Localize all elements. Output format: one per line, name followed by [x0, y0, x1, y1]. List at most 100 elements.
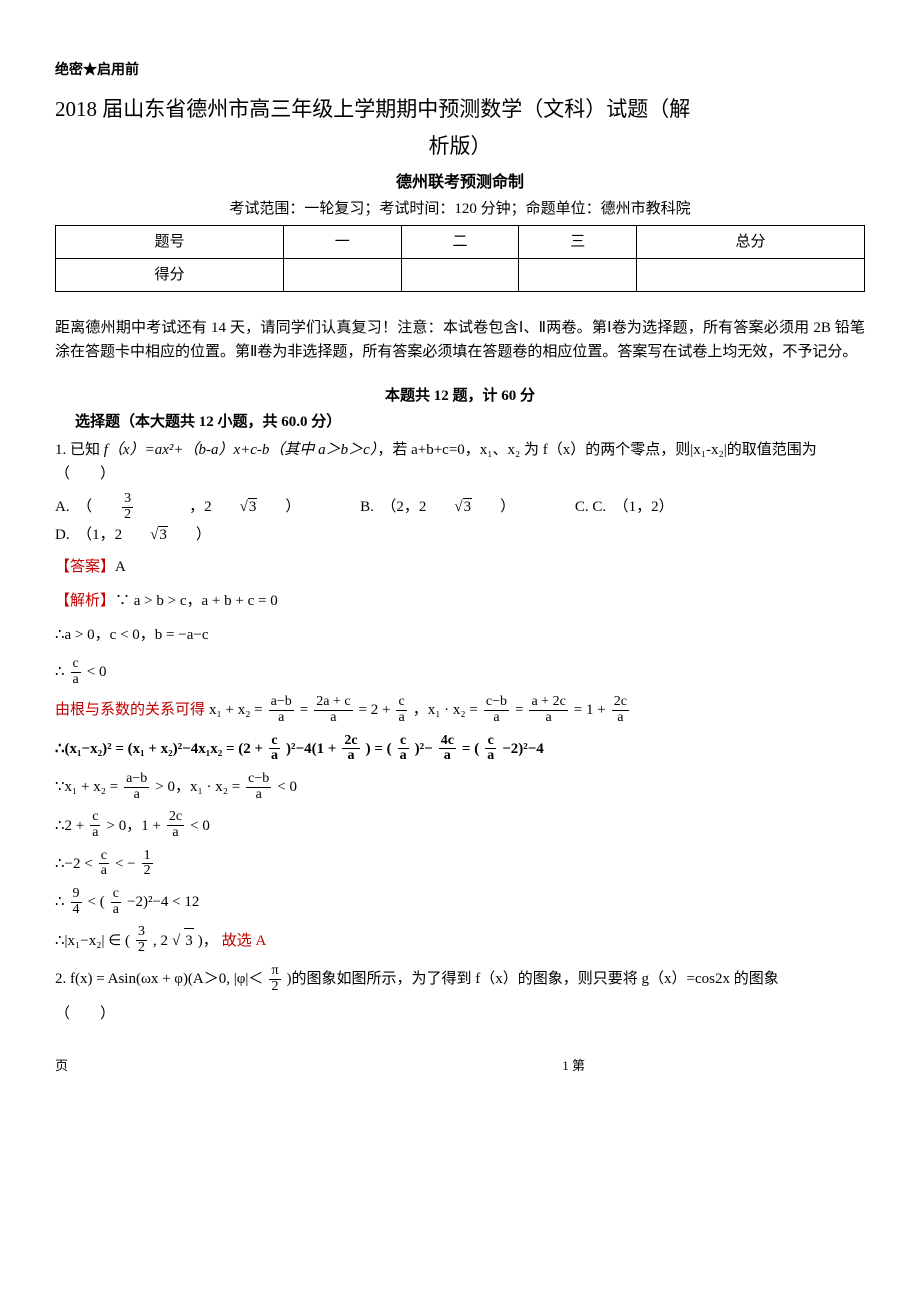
- math-text: =: [515, 698, 523, 722]
- fraction-icon: 2a + ca: [314, 695, 352, 725]
- opt-a-close: ）: [285, 499, 300, 515]
- answer-value: A: [115, 559, 126, 575]
- q1-formula: f（x）=ax²+（b-a）x+c-b（其中 a＞b＞c）: [104, 442, 378, 458]
- td-blank: [401, 259, 519, 292]
- exam-subtitle: 德州联考预测命制: [55, 170, 865, 196]
- math-text: , 2: [153, 929, 168, 953]
- math-text: < 0: [190, 814, 210, 838]
- fraction-icon: 32: [136, 925, 147, 955]
- fraction-icon: 12: [142, 849, 153, 879]
- fraction-icon: 4ca: [439, 734, 456, 764]
- option-a: A. （32，2√3）: [55, 499, 332, 515]
- answer-label: 【答案】: [55, 559, 115, 575]
- fraction-icon: ca: [71, 657, 81, 687]
- math-line: 由根与系数的关系可得 x₁ + x₂ = a−ba = 2a + ca = 2 …: [55, 695, 865, 725]
- opt-d-close: ）: [196, 527, 211, 543]
- th-total: 总分: [637, 226, 865, 259]
- fraction-icon: ca: [90, 810, 100, 840]
- score-table: 题号 一 二 三 总分 得分: [55, 225, 865, 292]
- fraction-icon: 2ca: [612, 695, 629, 725]
- math-text: < 0: [87, 660, 107, 684]
- math-text: ∴|x₁−x₂| ∈ (: [55, 929, 130, 953]
- math-text: < 0: [277, 775, 297, 799]
- math-text: ∴(x₁−x₂)² = (x₁ + x₂)²−4x₁x₂ = (2 +: [55, 737, 263, 761]
- math-text: )²−: [415, 737, 433, 761]
- math-text: = 2 +: [359, 698, 391, 722]
- td-blank: [637, 259, 865, 292]
- th-label: 题号: [56, 226, 284, 259]
- math-text: ∴−2 <: [55, 852, 93, 876]
- math-text: > 0，1 +: [106, 814, 160, 838]
- question-1: 1. 已知 f（x）=ax²+（b-a）x+c-b（其中 a＞b＞c），若 a+…: [55, 438, 865, 486]
- math-text: −2)²−4 < 12: [127, 890, 199, 914]
- option-c: C. C. （1，2）: [575, 499, 674, 515]
- math-line: ∴2 + ca > 0，1 + 2ca < 0: [55, 810, 865, 840]
- math-text: ∴: [55, 660, 65, 684]
- option-d: D. （1，2√3）: [55, 527, 239, 543]
- answer-block: 【答案】A: [55, 555, 865, 579]
- th-col3: 三: [519, 226, 637, 259]
- fraction-icon: ca: [269, 734, 280, 764]
- math-text-red: 故选 A: [222, 929, 267, 953]
- q2-stem-a: 2. f(x) = Asin(ωx + φ)(A＞0, |φ|＜: [55, 967, 263, 991]
- math-text: ∴: [55, 890, 65, 914]
- exam-range: 考试范围：一轮复习；考试时间：120 分钟；命题单位：德州市教科院: [55, 197, 865, 221]
- math-text: = (: [462, 737, 479, 761]
- opt-a-mid: ，2: [189, 499, 212, 515]
- confidential-marker: 绝密★启用前: [55, 60, 865, 82]
- math-line: ∴ ca < 0: [55, 657, 865, 687]
- footer-left: 页: [55, 1056, 68, 1077]
- math-text: −2)²−4: [502, 737, 544, 761]
- q1-mid: ，若: [377, 442, 411, 458]
- math-line: ∴ 94 < ( ca −2)²−4 < 12: [55, 887, 865, 917]
- q2-stem-c: （ ）: [55, 1002, 865, 1026]
- math-line: ∵x₁ + x₂ = a−ba > 0，x₁ · x₂ = c−ba < 0: [55, 772, 865, 802]
- math-line: ∴−2 < ca < − 12: [55, 849, 865, 879]
- page-footer: 页 1 第: [55, 1056, 865, 1077]
- footer-right: 1 第: [562, 1056, 585, 1077]
- math-text: ∵x₁ + x₂ =: [55, 775, 118, 799]
- td-label: 得分: [56, 259, 284, 292]
- math-text: ∵ a > b > c，a + b + c = 0: [115, 593, 278, 609]
- analysis-line: 【解析】∵ a > b > c，a + b + c = 0: [55, 589, 865, 613]
- q2-stem-b: )的图象如图所示，为了得到 f（x）的图象，则只要将 g（x）=cos2x 的图…: [287, 967, 779, 991]
- opt-a-label: A. （: [55, 499, 92, 515]
- fraction-icon: 2ca: [342, 734, 359, 764]
- q1-options: A. （32，2√3） B. （2，2√3） C. C. （1，2） D. （1…: [55, 492, 865, 546]
- exam-title-line2: 析版）: [55, 130, 865, 164]
- fraction-icon: a−ba: [269, 695, 294, 725]
- math-text: > 0，x₁ · x₂ =: [155, 775, 240, 799]
- fraction-icon: ca: [396, 695, 406, 725]
- table-row: 题号 一 二 三 总分: [56, 226, 865, 259]
- section-subheader: 选择题（本大题共 12 小题，共 60.0 分）: [75, 410, 865, 434]
- question-2: 2. f(x) = Asin(ωx + φ)(A＞0, |φ|＜ π2 )的图象…: [55, 964, 865, 994]
- q1-stem-prefix: 1. 已知: [55, 442, 104, 458]
- fraction-icon: ca: [398, 734, 409, 764]
- opt-b-close: ）: [500, 499, 515, 515]
- section-header: 本题共 12 题，计 60 分: [55, 384, 865, 408]
- math-text: < (: [88, 890, 105, 914]
- option-b: B. （2，2√3）: [360, 499, 547, 515]
- math-text: =: [300, 698, 308, 722]
- fraction-icon: 32: [122, 492, 161, 522]
- math-line: ∴a > 0，c < 0，b = −a−c: [55, 623, 865, 647]
- math-line: ∴|x₁−x₂| ∈ ( 32 , 2√3 )， 故选 A: [55, 925, 865, 955]
- math-text-red: 由根与系数的关系可得: [55, 698, 205, 722]
- math-text: x₁ + x₂ =: [209, 698, 263, 722]
- math-line: ∴(x₁−x₂)² = (x₁ + x₂)²−4x₁x₂ = (2 + ca )…: [55, 734, 865, 764]
- math-text: ∴2 +: [55, 814, 84, 838]
- math-text: ) = (: [366, 737, 392, 761]
- math-text: )，: [198, 929, 218, 953]
- fraction-icon: 94: [71, 887, 82, 917]
- fraction-icon: 2ca: [167, 810, 184, 840]
- opt-b-label: B. （2，2: [360, 499, 426, 515]
- exam-title-line1: 2018 届山东省德州市高三年级上学期期中预测数学（文科）试题（解: [55, 90, 865, 130]
- fraction-icon: c−ba: [484, 695, 509, 725]
- fraction-icon: ca: [99, 849, 109, 879]
- fraction-icon: π2: [269, 964, 280, 994]
- math-text: )²−4(1 +: [286, 737, 336, 761]
- th-col1: 一: [283, 226, 401, 259]
- fraction-icon: c−ba: [246, 772, 271, 802]
- opt-d-label: D. （1，2: [55, 527, 122, 543]
- instructions: 距离德州期中考试还有 14 天，请同学们认真复习！注意：本试卷包含Ⅰ、Ⅱ两卷。第…: [55, 316, 865, 364]
